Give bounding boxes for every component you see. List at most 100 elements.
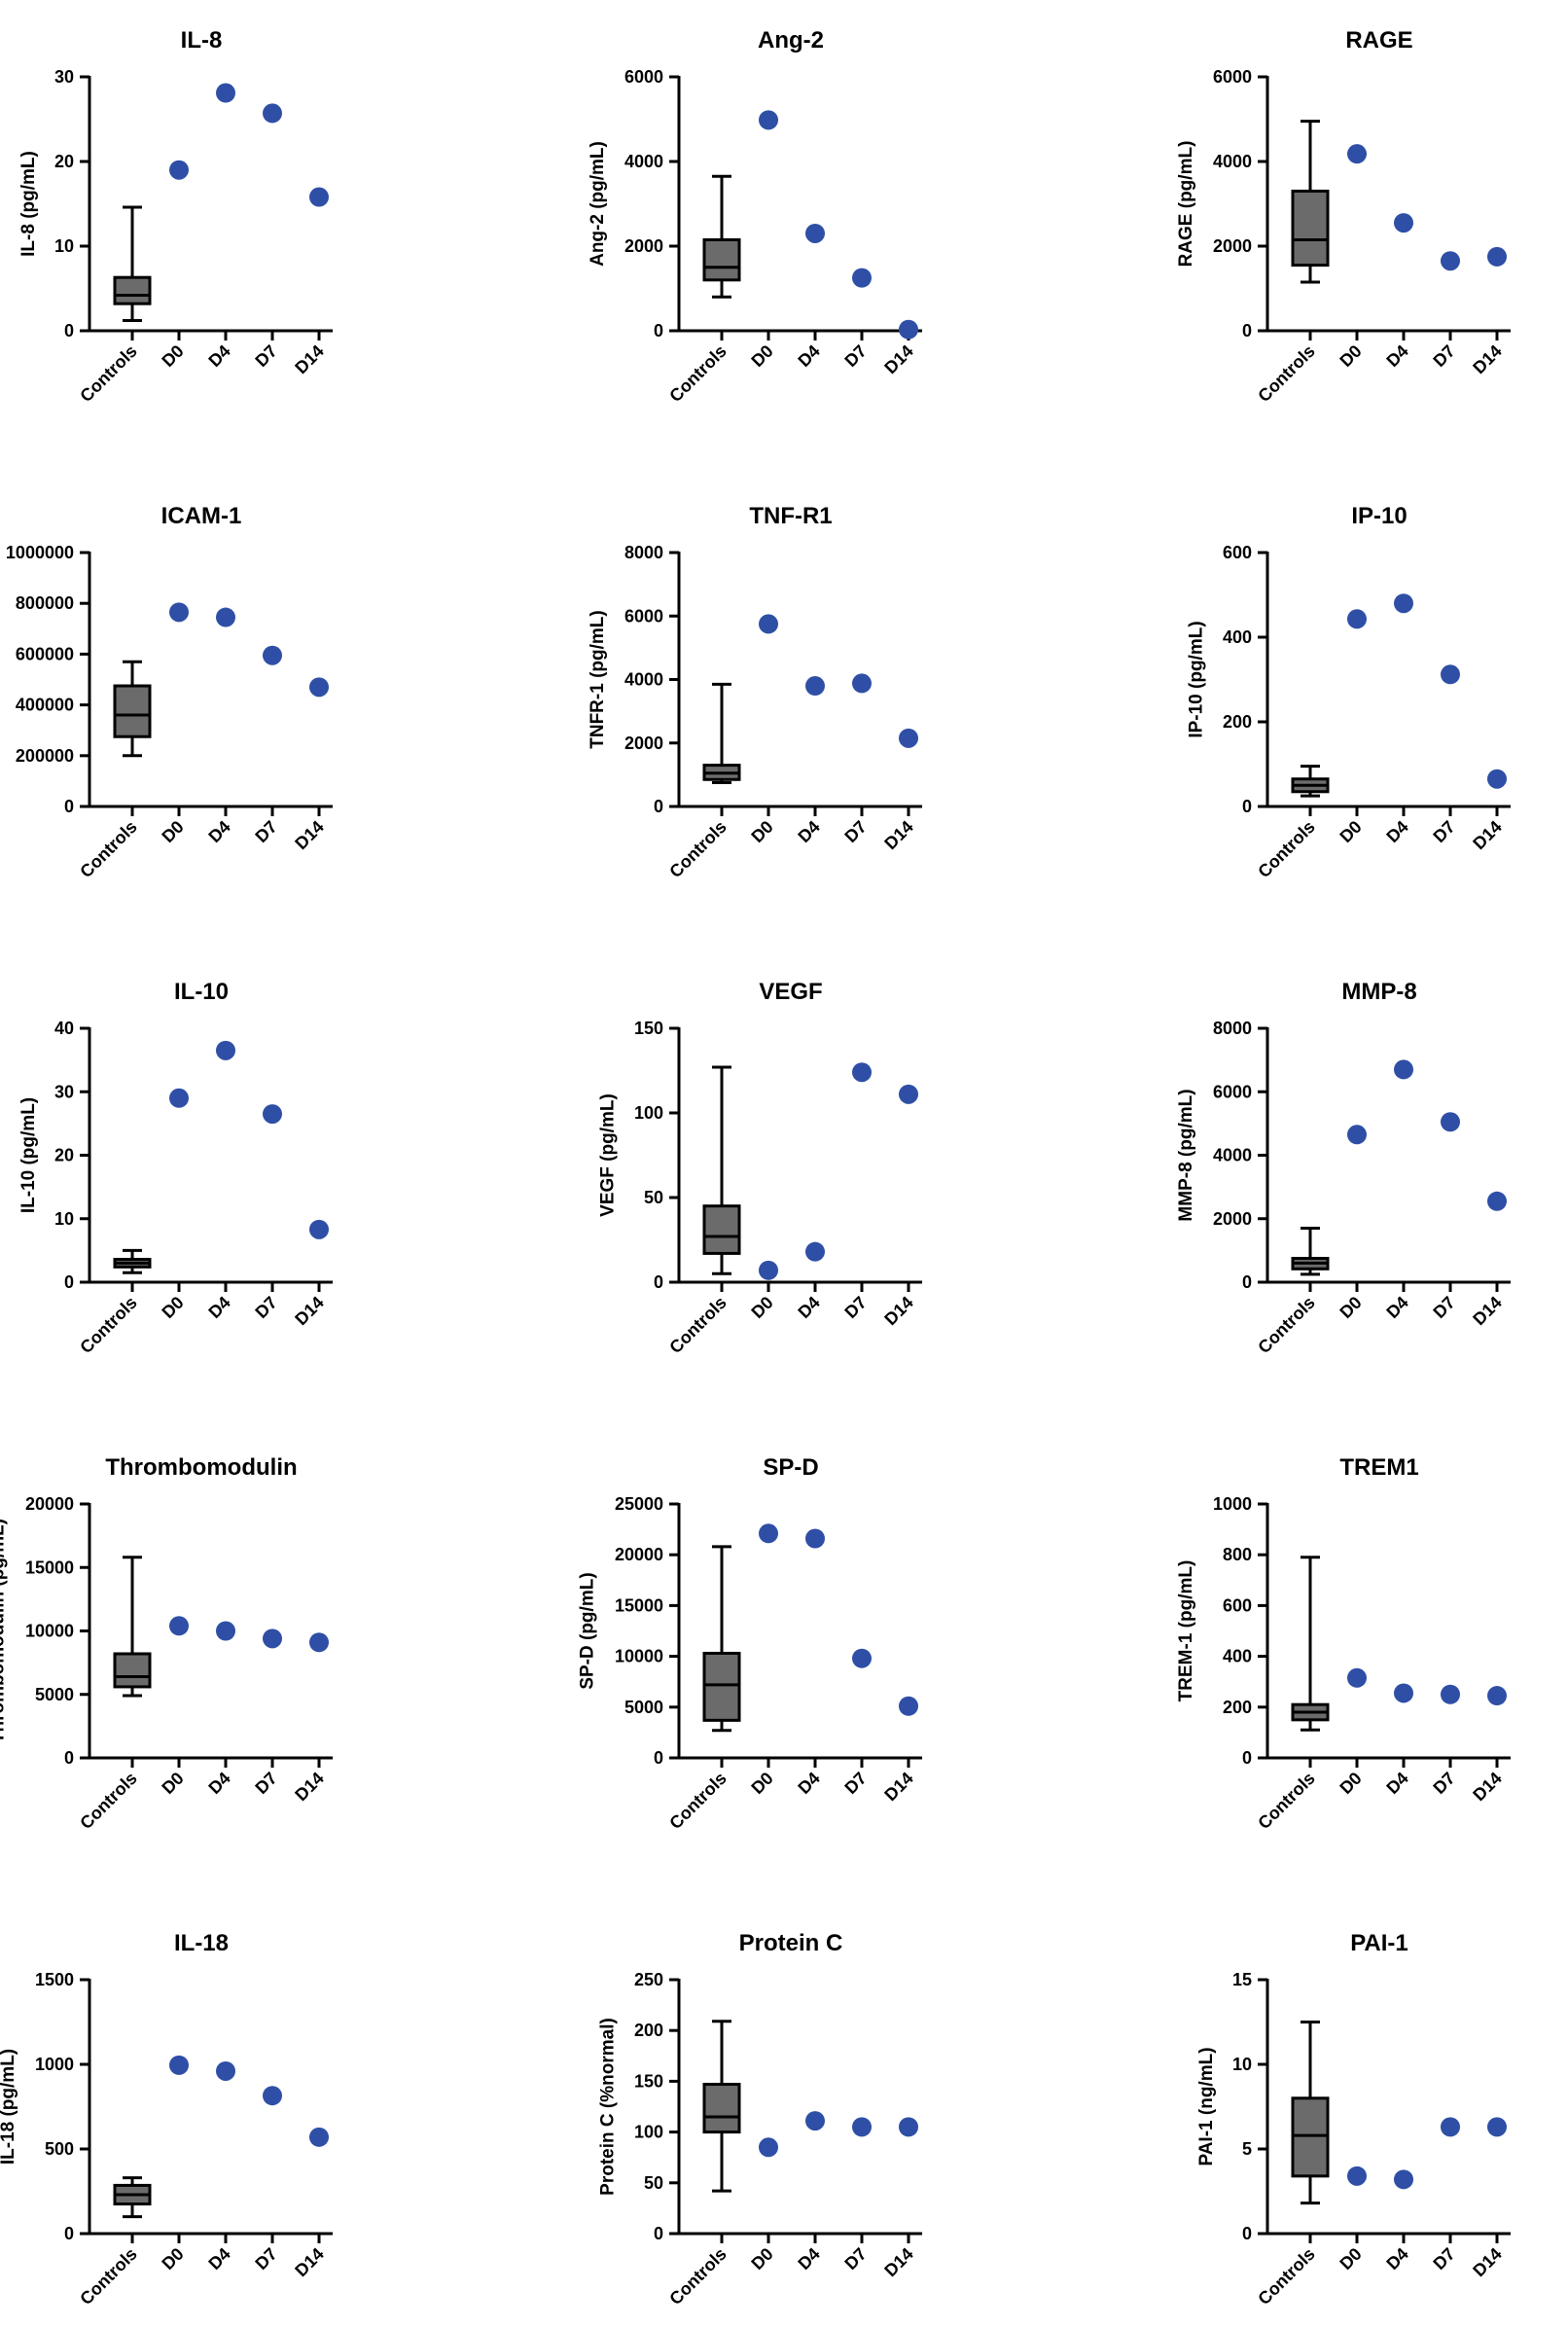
panel-title: IP-10 — [1351, 503, 1407, 529]
data-point-d0 — [1347, 144, 1367, 164]
y-tick-label: 6000 — [624, 606, 663, 626]
y-tick-label: 1000000 — [6, 543, 74, 562]
panel-vegf: VEGF VEGF (pg/mL) 0 50 100 150 Controls D0 D4 D7 D… — [598, 979, 922, 1357]
y-tick-label: 0 — [654, 1748, 663, 1768]
data-point-d0 — [1347, 1125, 1367, 1145]
panel-il-8: IL-8 IL-8 (pg/mL) 0 10 20 30 Controls D0 D4 D7 D14 — [18, 27, 333, 406]
y-tick-label: 0 — [64, 2224, 74, 2243]
y-tick-label: 0 — [64, 1272, 74, 1292]
y-tick-label: 400000 — [16, 696, 74, 715]
y-tick-label: 8000 — [624, 543, 663, 562]
y-tick-label: 0 — [64, 1748, 74, 1768]
x-tick-label: D0 — [158, 817, 187, 846]
y-tick-label: 8000 — [1213, 1019, 1252, 1038]
x-tick-label: D7 — [840, 2244, 870, 2273]
y-tick-label: 200 — [634, 2021, 663, 2040]
y-tick-label: 2000 — [1213, 1209, 1252, 1229]
y-tick-label: 250 — [634, 1970, 663, 1989]
x-tick-label: Controls — [76, 1293, 140, 1357]
x-tick-label: D7 — [251, 2244, 280, 2273]
x-tick-label: D4 — [204, 1293, 233, 1322]
x-tick-label: Controls — [1254, 1293, 1318, 1357]
x-tick-label: D14 — [880, 2244, 916, 2280]
x-tick-label: D4 — [794, 341, 823, 371]
data-point-d7 — [852, 673, 872, 694]
y-tick-label: 600 — [1223, 543, 1252, 562]
data-point-d0 — [169, 1088, 189, 1108]
box-iqr — [702, 1651, 741, 1722]
data-point-d0 — [169, 1616, 189, 1636]
data-point-d7 — [1441, 2117, 1460, 2137]
y-tick-label: 0 — [654, 797, 663, 816]
y-tick-label: 15000 — [25, 1557, 74, 1577]
x-tick-label: Controls — [665, 1769, 730, 1833]
y-tick-label: 400 — [1223, 627, 1252, 647]
x-tick-label: D0 — [158, 2244, 187, 2273]
data-point-d7 — [263, 1104, 282, 1125]
data-point-d0 — [1347, 2166, 1367, 2186]
x-tick-label: D14 — [291, 817, 327, 853]
y-tick-label: 20000 — [615, 1545, 663, 1564]
y-tick-label: 150 — [634, 2071, 663, 2091]
x-tick-label: D14 — [1469, 2244, 1505, 2280]
y-axis-label: Protein C (%normal) — [598, 2018, 619, 2196]
x-tick-label: D4 — [1382, 341, 1411, 371]
data-point-d14 — [1487, 1191, 1507, 1211]
x-tick-label: D4 — [794, 2244, 823, 2273]
x-tick-label: D14 — [880, 1293, 916, 1329]
box-iqr — [1291, 2096, 1330, 2178]
y-axis-label: TREM-1 (pg/mL) — [1176, 1560, 1196, 1702]
x-tick-label: D14 — [1469, 817, 1505, 853]
y-tick-label: 10 — [54, 1209, 74, 1229]
box-iqr — [702, 237, 741, 282]
y-axis-label: IL-8 (pg/mL) — [18, 151, 39, 257]
data-point-d7 — [1441, 251, 1460, 271]
data-point-d4 — [216, 1621, 235, 1641]
x-tick-label: Controls — [76, 1769, 140, 1833]
x-tick-label: D7 — [1429, 1769, 1458, 1798]
x-tick-label: D0 — [1336, 2244, 1365, 2273]
x-tick-label: D0 — [158, 1769, 187, 1798]
x-tick-label: D7 — [840, 1293, 870, 1322]
panel-tnf-r1: TNF-R1 TNFR-1 (pg/mL) 0 2000 4000 6000 8000 Con… — [588, 503, 922, 881]
x-tick-label: Controls — [665, 2244, 730, 2309]
panel-ip-10: IP-10 IP-10 (pg/mL) 0 200 400 600 Controls D0 D4… — [1187, 503, 1511, 881]
data-point-d4 — [1394, 593, 1413, 614]
x-tick-label: D14 — [1469, 1769, 1505, 1805]
x-tick-label: D0 — [158, 341, 187, 371]
panel-title: SP-D — [763, 1454, 818, 1481]
data-point-d4 — [216, 83, 235, 103]
x-tick-label: D0 — [747, 817, 776, 846]
y-tick-label: 40 — [54, 1019, 74, 1038]
y-tick-label: 0 — [1242, 321, 1252, 340]
y-tick-label: 100 — [634, 2123, 663, 2142]
panel-title: MMP-8 — [1341, 979, 1416, 1005]
panel-title: IL-10 — [174, 979, 229, 1005]
data-point-d4 — [805, 1528, 825, 1549]
box-iqr — [113, 275, 152, 305]
x-tick-label: D0 — [747, 1769, 776, 1798]
x-tick-label: D0 — [747, 341, 776, 371]
x-tick-label: D4 — [1382, 1769, 1411, 1798]
y-tick-label: 1000 — [1213, 1494, 1252, 1514]
x-tick-label: D4 — [204, 1769, 233, 1798]
x-tick-label: Controls — [1254, 2244, 1318, 2309]
data-point-d14 — [1487, 246, 1507, 267]
box-iqr — [113, 684, 152, 738]
data-point-d14 — [309, 1219, 329, 1239]
y-tick-label: 10000 — [615, 1647, 663, 1666]
y-tick-label: 30 — [54, 67, 74, 87]
y-axis-label: SP-D (pg/mL) — [578, 1572, 598, 1689]
y-tick-label: 2000 — [1213, 236, 1252, 256]
x-tick-label: D4 — [1382, 1293, 1411, 1322]
y-tick-label: 15000 — [615, 1595, 663, 1615]
data-point-d7 — [852, 268, 872, 288]
y-tick-label: 4000 — [624, 152, 663, 171]
x-tick-label: D14 — [291, 2244, 327, 2280]
panel-title: RAGE — [1345, 27, 1412, 54]
x-tick-label: Controls — [1254, 341, 1318, 406]
x-tick-label: Controls — [665, 1293, 730, 1357]
data-point-d0 — [759, 2137, 778, 2158]
x-tick-label: D0 — [1336, 1293, 1365, 1322]
